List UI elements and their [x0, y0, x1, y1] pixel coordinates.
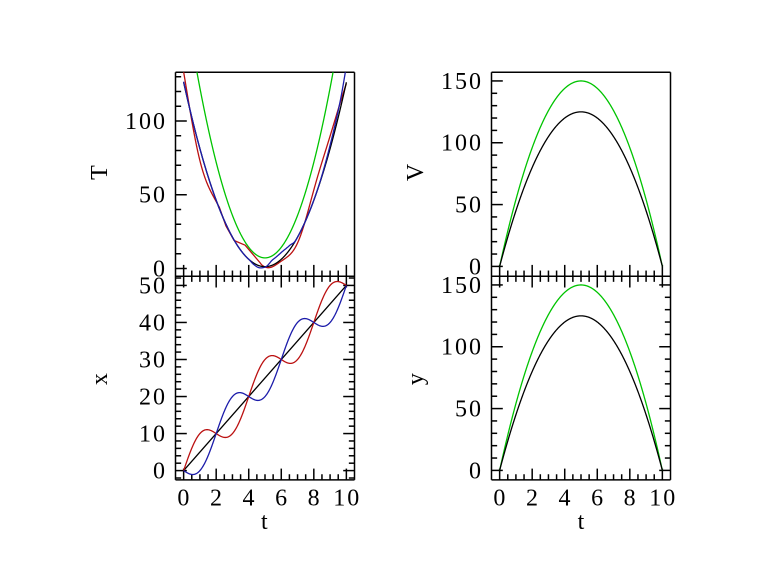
svg-text:T: T: [87, 163, 113, 180]
svg-text:0: 0: [153, 256, 167, 282]
svg-text:4: 4: [243, 486, 257, 512]
svg-text:150: 150: [441, 273, 483, 299]
svg-text:2: 2: [526, 486, 540, 512]
svg-text:150: 150: [441, 69, 483, 95]
svg-text:8: 8: [308, 486, 322, 512]
svg-text:0: 0: [493, 486, 507, 512]
svg-text:50: 50: [455, 193, 483, 219]
svg-text:t: t: [578, 509, 587, 535]
svg-text:10: 10: [139, 422, 167, 448]
svg-text:0: 0: [153, 459, 167, 485]
svg-text:6: 6: [275, 486, 289, 512]
svg-text:10: 10: [333, 486, 361, 512]
svg-text:t: t: [261, 509, 270, 535]
svg-text:4: 4: [559, 486, 573, 512]
svg-text:6: 6: [591, 486, 605, 512]
svg-text:y: y: [403, 371, 429, 385]
svg-text:10: 10: [649, 486, 677, 512]
svg-text:100: 100: [441, 131, 483, 157]
svg-text:2: 2: [210, 486, 224, 512]
svg-text:0: 0: [177, 486, 191, 512]
svg-text:0: 0: [469, 254, 483, 280]
svg-text:20: 20: [139, 384, 167, 410]
svg-text:V: V: [403, 162, 429, 181]
svg-text:50: 50: [455, 397, 483, 423]
svg-text:100: 100: [125, 109, 167, 135]
svg-text:8: 8: [624, 486, 638, 512]
svg-text:40: 40: [139, 310, 167, 336]
svg-text:0: 0: [469, 458, 483, 484]
svg-text:50: 50: [139, 183, 167, 209]
svg-text:30: 30: [139, 347, 167, 373]
svg-text:100: 100: [441, 335, 483, 361]
svg-text:x: x: [87, 371, 113, 385]
svg-text:50: 50: [139, 273, 167, 299]
